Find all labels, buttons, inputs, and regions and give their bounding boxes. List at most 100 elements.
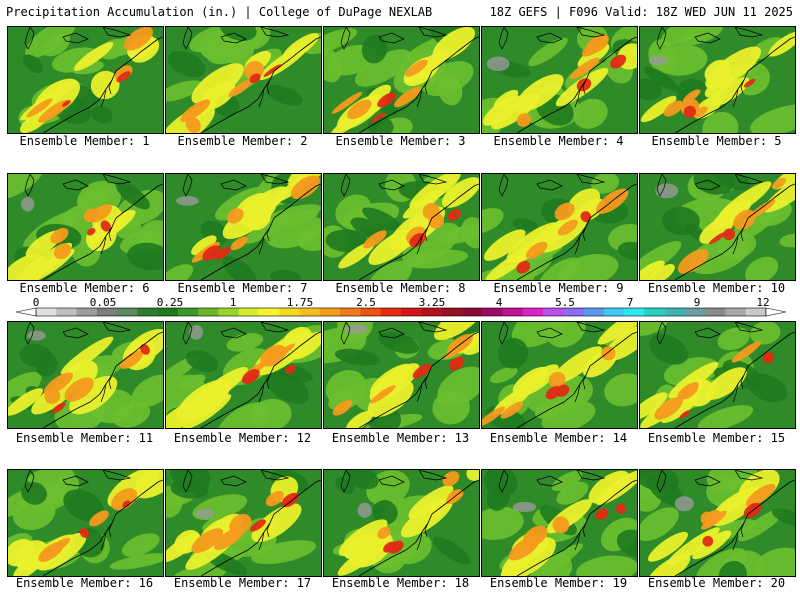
- ensemble-map-panel: [481, 26, 638, 134]
- lake-outlines: [340, 322, 448, 345]
- ensemble-map-panel: [7, 469, 164, 577]
- coastline: [516, 479, 637, 576]
- precip-field-map: [482, 322, 637, 428]
- colorbar-segment: [583, 308, 605, 316]
- colorbar-segment: [684, 308, 706, 316]
- lake-outlines: [340, 470, 448, 493]
- precip-field-map: [8, 322, 163, 428]
- colorbar-tick-label: 2.5: [356, 296, 376, 309]
- ensemble-member-label: Ensemble Member: 8: [335, 281, 466, 295]
- precip-field-map: [640, 27, 795, 133]
- ensemble-map-panel: [323, 321, 480, 429]
- ensemble-map-panel: [323, 26, 480, 134]
- colorbar-segment: [563, 308, 584, 316]
- colorbar-segment: [482, 308, 503, 316]
- title-left: Precipitation Accumulation (in.) | Colle…: [6, 5, 433, 19]
- coastline: [358, 479, 479, 576]
- lake-outlines: [182, 27, 290, 50]
- lake-outlines: [24, 470, 132, 493]
- precip-field-map: [166, 174, 321, 280]
- ensemble-member-label: Ensemble Member: 10: [647, 281, 786, 295]
- colorbar-segment: [461, 308, 483, 316]
- colorbar-segment: [117, 308, 138, 316]
- ensemble-member-label: Ensemble Member: 19: [489, 576, 628, 590]
- colorbar-tick-label: 3.25: [419, 296, 446, 309]
- precip-field-map: [324, 470, 479, 576]
- coastline: [358, 36, 479, 133]
- ensemble-map-panel: [639, 321, 796, 429]
- colorbar-tick-label: 7: [627, 296, 634, 309]
- ensemble-map-panel: [165, 173, 322, 281]
- coastline: [674, 479, 795, 576]
- precip-field-map: [482, 27, 637, 133]
- ensemble-map-panel: [639, 469, 796, 577]
- ensemble-member-label: Ensemble Member: 9: [493, 281, 624, 295]
- colorbar-segment: [198, 308, 219, 316]
- precip-field-map: [640, 174, 795, 280]
- colorbar-left-arrow: [15, 307, 37, 317]
- lake-outlines: [656, 174, 764, 197]
- ensemble-map-panel: [639, 173, 796, 281]
- ensemble-member-label: Ensemble Member: 17: [173, 576, 312, 590]
- coastline: [516, 36, 637, 133]
- coastline: [674, 36, 795, 133]
- precip-field-map: [324, 322, 479, 428]
- colorbar-segment: [380, 308, 402, 316]
- colorbar-segment: [705, 308, 726, 316]
- ensemble-map-panel: [481, 321, 638, 429]
- colorbar-tick-label: 5.5: [555, 296, 575, 309]
- lake-outlines: [498, 27, 606, 50]
- precip-field-map: [324, 174, 479, 280]
- colorbar-segment: [340, 308, 361, 316]
- ensemble-map-panel: [165, 469, 322, 577]
- ensemble-member-label: Ensemble Member: 14: [489, 431, 628, 445]
- ensemble-map-panel: [7, 26, 164, 134]
- precip-field-map: [166, 27, 321, 133]
- colorbar-segment: [259, 308, 280, 316]
- lake-outlines: [498, 470, 606, 493]
- ensemble-member-label: Ensemble Member: 3: [335, 134, 466, 148]
- colorbar-segment: [157, 308, 179, 316]
- colorbar-segment: [502, 308, 523, 316]
- ensemble-member-label: Ensemble Member: 4: [493, 134, 624, 148]
- colorbar-segment: [644, 308, 665, 316]
- ensemble-map-panel: [481, 173, 638, 281]
- ensemble-map-panel: [323, 469, 480, 577]
- coastline: [42, 183, 163, 280]
- colorbar-tick-label: 4: [496, 296, 503, 309]
- precip-field-map: [8, 174, 163, 280]
- colorbar-segment: [603, 308, 625, 316]
- coastline: [200, 331, 321, 428]
- ensemble-member-label: Ensemble Member: 13: [331, 431, 470, 445]
- lake-outlines: [656, 470, 764, 493]
- precip-field-map: [640, 470, 795, 576]
- colorbar-segment: [319, 308, 341, 316]
- precip-field-map: [482, 174, 637, 280]
- ensemble-member-label: Ensemble Member: 6: [19, 281, 150, 295]
- colorbar-segment: [36, 308, 57, 316]
- colorbar-tick-label: 9: [694, 296, 701, 309]
- colorbar-segment: [76, 308, 98, 316]
- colorbar-tick-label: 12: [756, 296, 769, 309]
- ensemble-map-panel: [481, 469, 638, 577]
- color-scale-bar: 0 0.05 0.25 1 1.75 2.5 3.25 4 5.5 7 9 12: [15, 296, 787, 317]
- ensemble-member-label: Ensemble Member: 12: [173, 431, 312, 445]
- ensemble-map-panel: [7, 321, 164, 429]
- ensemble-map-panel: [165, 26, 322, 134]
- colorbar-segment: [441, 308, 463, 316]
- precip-field-map: [166, 322, 321, 428]
- ensemble-member-label: Ensemble Member: 16: [15, 576, 154, 590]
- ensemble-map-panel: [323, 173, 480, 281]
- ensemble-member-label: Ensemble Member: 1: [19, 134, 150, 148]
- colorbar-segment: [421, 308, 442, 316]
- lake-outlines: [498, 174, 606, 197]
- colorbar-segment: [522, 308, 544, 316]
- coastline: [358, 331, 479, 428]
- coastline: [516, 331, 637, 428]
- precip-field-map: [640, 322, 795, 428]
- lake-outlines: [498, 322, 606, 345]
- colorbar-right-arrow: [765, 307, 787, 317]
- precip-field-map: [8, 470, 163, 576]
- colorbar-segment: [624, 308, 645, 316]
- colorbar-segment: [96, 308, 118, 316]
